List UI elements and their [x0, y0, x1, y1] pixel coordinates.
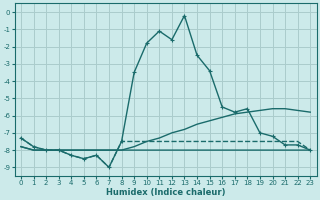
X-axis label: Humidex (Indice chaleur): Humidex (Indice chaleur) [106, 188, 225, 197]
